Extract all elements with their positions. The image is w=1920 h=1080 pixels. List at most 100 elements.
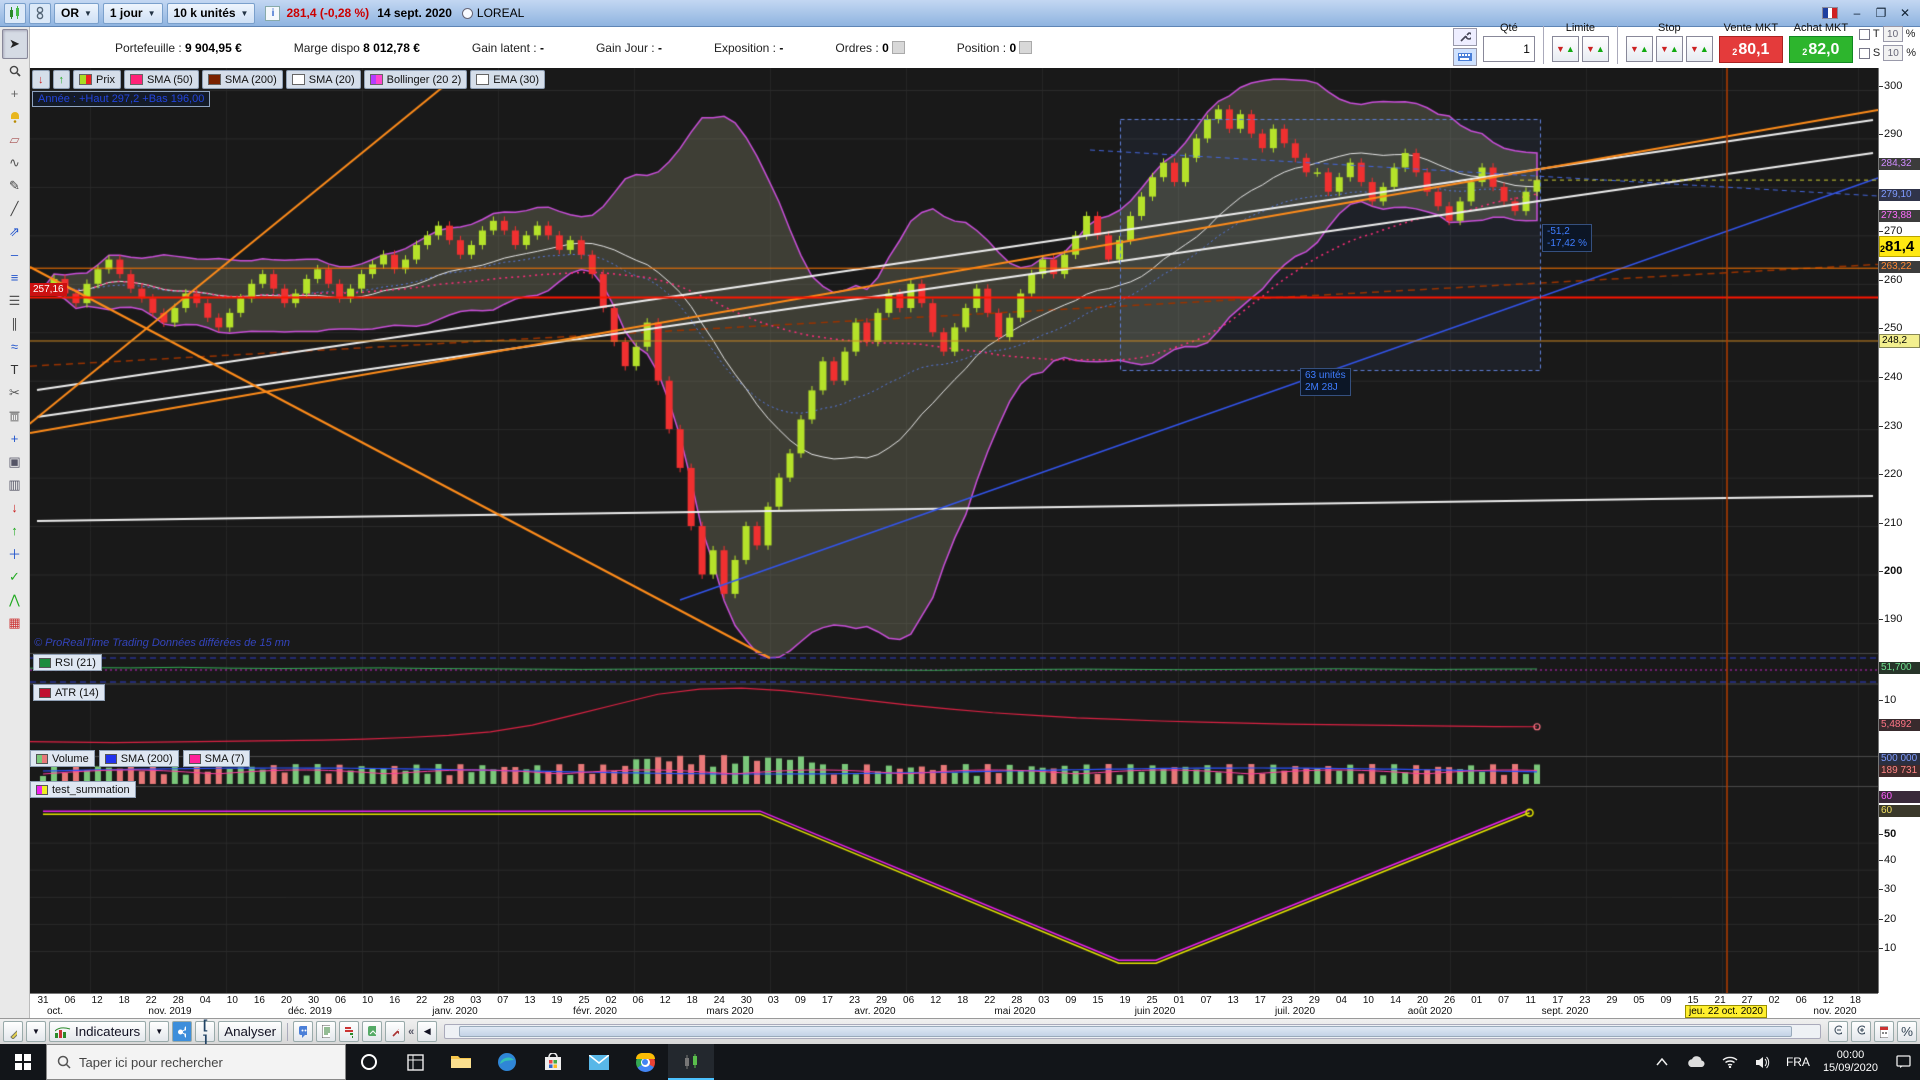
share-icon[interactable] [172, 1021, 193, 1042]
symbol-dropdown[interactable]: OR ▼ [54, 2, 99, 24]
cursor-tool[interactable]: ➤ [1, 29, 28, 59]
mail-icon[interactable] [576, 1044, 622, 1080]
speaker-icon[interactable] [1747, 1056, 1781, 1069]
delete-tool[interactable] [2, 404, 28, 427]
zoom-in-icon[interactable] [1851, 1021, 1871, 1042]
orderbook-icon[interactable] [339, 1021, 360, 1042]
tray-chevron-icon[interactable] [1645, 1058, 1679, 1066]
indicators-button[interactable]: Indicateurs [49, 1021, 147, 1042]
language-indicator[interactable]: FRA [1785, 1055, 1810, 1069]
chart-type-icon[interactable] [4, 2, 26, 24]
fibonacci-tool[interactable]: ☰ [8, 292, 21, 308]
stop-sell-button[interactable]: ▼ ▲ [1625, 36, 1653, 62]
stop-order-button[interactable]: ▼ ▲ [1655, 36, 1683, 62]
chart-hscrollbar[interactable] [444, 1024, 1821, 1039]
hline-tool[interactable]: ≡ [10, 270, 19, 285]
stoploss-checkbox[interactable] [1858, 47, 1870, 59]
zoom-out-icon[interactable] [1828, 1021, 1848, 1042]
wifi-icon[interactable] [1713, 1056, 1747, 1068]
restore-button[interactable]: ❐ [1875, 6, 1887, 20]
sell-mkt-button[interactable]: 2 80,1 [1718, 36, 1783, 63]
chart-style-tool[interactable]: ▥ [8, 476, 21, 492]
action-center-icon[interactable] [1886, 1055, 1920, 1069]
taskbar-search[interactable]: Taper ici pour rechercher [46, 1044, 346, 1080]
zoom-tool[interactable] [2, 59, 28, 82]
buy-mkt-button[interactable]: 2 82,0 [1788, 36, 1853, 63]
stop-buy-button[interactable]: ▼ ▲ [1685, 36, 1713, 62]
legend-ema-30-[interactable]: EMA (30) [470, 70, 546, 89]
legend-bollinger-20-2-[interactable]: Bollinger (20 2) [363, 70, 468, 89]
scroll-left-arrow[interactable]: ◀ [417, 1021, 438, 1042]
date-axis[interactable]: jeu. 22 oct. 2020 31 06 12 18 22 28 04 10 16 20 30… [30, 993, 1878, 1018]
taskbar-clock[interactable]: 00:00 15/09/2020 [1822, 1049, 1878, 1074]
stop-pct-input[interactable]: 10 [1883, 45, 1904, 61]
legend-sma-20-[interactable]: SMA (20) [285, 70, 361, 89]
link-icon[interactable] [29, 2, 51, 24]
arrow-line-tool[interactable]: ⇗ [9, 223, 20, 239]
channel-tool[interactable]: ∥ [11, 315, 18, 331]
onedrive-icon[interactable] [1679, 1056, 1713, 1068]
text-tool[interactable]: T [10, 362, 19, 377]
move-tool[interactable]: + [10, 431, 19, 446]
units-dropdown[interactable]: 10 k unités ▼ [166, 2, 256, 24]
file-explorer-icon[interactable] [438, 1044, 484, 1080]
indicators-dropdown[interactable]: ▼ [149, 1021, 170, 1042]
pencil-tool[interactable]: ✎ [9, 177, 20, 193]
zigzag-tool[interactable]: ⋀ [9, 591, 20, 607]
hscrollbar-thumb[interactable] [458, 1026, 1793, 1037]
legend-sma-50-[interactable]: SMA (50) [123, 70, 199, 89]
minimize-button[interactable]: – [1853, 6, 1861, 20]
sell-arrow-tool[interactable]: ↓ [11, 500, 18, 515]
start-button[interactable] [0, 1044, 46, 1080]
store-icon[interactable] [530, 1044, 576, 1080]
stop-square-tool[interactable]: ▦ [8, 614, 21, 630]
buy-order-button[interactable]: ↑ [52, 70, 70, 89]
percent-icon[interactable]: % [1897, 1021, 1917, 1042]
news-icon[interactable] [316, 1021, 337, 1042]
buy-arrow-tool[interactable]: ↑ [11, 523, 18, 538]
info-icon[interactable]: i [265, 5, 281, 21]
edge-icon[interactable] [484, 1044, 530, 1080]
chart-canvas[interactable] [30, 68, 1878, 993]
close-button[interactable]: ✕ [1899, 6, 1911, 20]
wave-tool[interactable]: ≈ [10, 339, 19, 354]
instrument-radio[interactable] [461, 7, 473, 19]
legend-prix[interactable]: Prix [73, 70, 121, 89]
position-list-icon[interactable] [1019, 40, 1033, 54]
timeframe-dropdown[interactable]: 1 jour ▼ [102, 2, 163, 24]
draw-dropdown[interactable]: ▼ [26, 1021, 46, 1042]
limit-buy-button[interactable]: ▼ ▲ [1581, 36, 1609, 62]
settings-wrench-icon[interactable] [385, 1021, 406, 1042]
analyze-button[interactable]: Analyser [218, 1021, 283, 1042]
cut-tool[interactable]: ✂ [9, 384, 20, 400]
screenshot-icon[interactable] [362, 1021, 383, 1042]
line-tool[interactable]: ╱ [10, 200, 19, 216]
brackets-icon[interactable]: [ ] [195, 1017, 216, 1047]
pattern-tool[interactable]: ∿ [9, 154, 20, 170]
segment-tool[interactable]: – [10, 247, 19, 262]
calendar-icon[interactable] [1874, 1021, 1894, 1042]
collapse-left-icon[interactable]: « [408, 1025, 415, 1038]
target-pct-input[interactable]: 10 [1882, 26, 1903, 42]
keyboard-icon[interactable] [1452, 48, 1477, 66]
qty-input[interactable] [1482, 36, 1535, 62]
trade-settings-wrench-icon[interactable] [1452, 28, 1477, 46]
target-checkbox[interactable] [1858, 28, 1870, 40]
task-view-icon[interactable] [392, 1044, 438, 1080]
alert-bell-tool[interactable] [2, 105, 28, 128]
validate-tool[interactable]: ✓ [9, 568, 20, 584]
price-axis[interactable]: 2 81,4 300 290 270 260 250 240 230 220 210 200 190 1… [1878, 68, 1920, 993]
orders-list-icon[interactable] [891, 40, 905, 54]
chrome-icon[interactable] [622, 1044, 668, 1080]
draw-button[interactable] [3, 1021, 23, 1042]
crosshair-tool[interactable]: + [10, 86, 19, 101]
legend-sma-200-[interactable]: SMA (200) [201, 70, 283, 89]
eraser-tool[interactable]: ▱ [9, 131, 20, 147]
prorealtime-taskbar-icon[interactable] [668, 1044, 714, 1080]
comment-icon[interactable] [293, 1021, 314, 1042]
add-tool[interactable]: ＋ [7, 547, 21, 562]
cortana-icon[interactable] [346, 1044, 392, 1080]
limit-sell-button[interactable]: ▼ ▲ [1551, 36, 1579, 62]
copy-tool[interactable]: ▣ [8, 453, 21, 469]
sell-order-button[interactable]: ↓ [32, 70, 50, 89]
